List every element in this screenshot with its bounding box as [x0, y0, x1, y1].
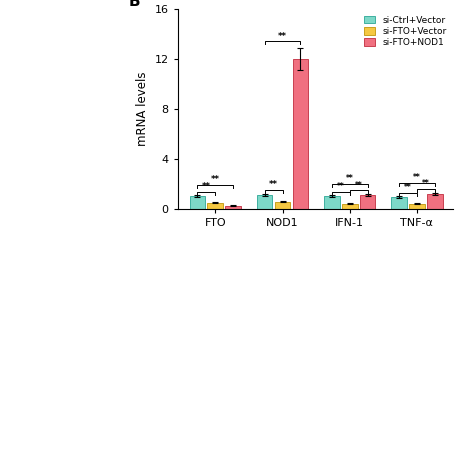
Text: **: ** — [346, 174, 354, 183]
Bar — [427, 194, 443, 209]
Legend: si-Ctrl+Vector, si-FTO+Vector, si-FTO+NOD1: si-Ctrl+Vector, si-FTO+Vector, si-FTO+NO… — [362, 14, 448, 49]
Y-axis label: mRNA levels: mRNA levels — [136, 72, 149, 146]
Bar — [274, 202, 291, 209]
Text: **: ** — [404, 183, 412, 192]
Bar — [257, 195, 273, 209]
Bar — [208, 203, 223, 209]
Text: **: ** — [211, 175, 220, 184]
Bar — [324, 196, 340, 209]
Bar — [391, 197, 407, 209]
Bar — [409, 204, 425, 209]
Text: B: B — [128, 0, 140, 9]
Text: **: ** — [355, 181, 363, 190]
Bar — [226, 206, 241, 209]
Text: **: ** — [337, 182, 345, 191]
Bar — [342, 204, 357, 209]
Bar — [190, 196, 205, 209]
Bar — [360, 195, 375, 209]
Text: **: ** — [202, 182, 211, 191]
Bar — [292, 59, 308, 209]
Text: **: ** — [413, 173, 421, 182]
Text: **: ** — [422, 179, 429, 188]
Text: **: ** — [269, 180, 278, 189]
Text: **: ** — [278, 32, 287, 41]
